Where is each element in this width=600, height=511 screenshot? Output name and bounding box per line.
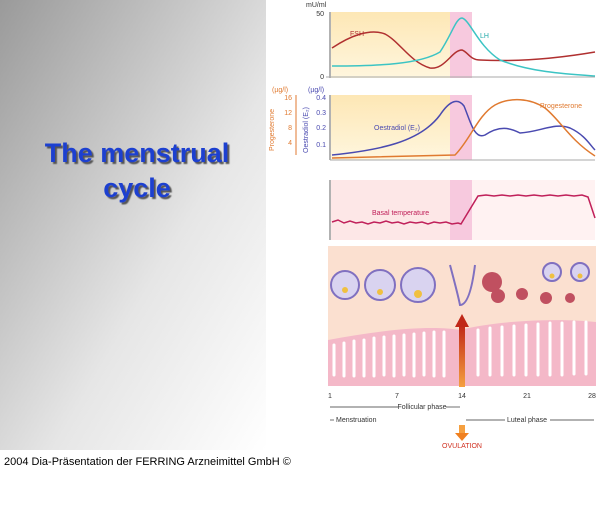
title-line: The menstrual bbox=[45, 138, 230, 168]
tick-label: 4 bbox=[288, 140, 292, 147]
day-label: 1 bbox=[328, 393, 332, 400]
tick-label: 0.1 bbox=[316, 142, 326, 149]
glands bbox=[332, 320, 588, 378]
oestradiol-curve bbox=[331, 100, 596, 156]
steroid-panel: (µg/l) (µg/l) 16 12 8 4 0.4 0.3 0.2 0.1 … bbox=[269, 87, 596, 161]
day-label: 28 bbox=[588, 393, 596, 400]
tick-label: 8 bbox=[288, 125, 292, 132]
phase-label: Luteal phase bbox=[507, 417, 547, 424]
unit: (µg/l) bbox=[272, 87, 288, 94]
tick-label: 0.2 bbox=[316, 125, 326, 132]
temperature-panel: Basal temperature bbox=[329, 180, 596, 240]
oocytes bbox=[342, 273, 583, 298]
progesterone-curve bbox=[331, 99, 596, 159]
hormone-panel: mU/ml 50 0 FSH LH bbox=[306, 2, 596, 81]
panel-bg bbox=[331, 95, 453, 160]
follicles bbox=[330, 262, 590, 307]
ovulation-band bbox=[450, 12, 472, 78]
curve-label: Progesterone bbox=[540, 103, 582, 110]
unit: (µg/l) bbox=[308, 87, 324, 94]
ovulation-band bbox=[450, 95, 472, 160]
curve-label: FSH bbox=[350, 31, 364, 38]
day-label: 14 bbox=[458, 393, 466, 400]
left-panel bbox=[0, 0, 266, 450]
arrow-head bbox=[455, 314, 469, 327]
tick-label: 0.4 bbox=[316, 95, 326, 102]
tick-label: 50 bbox=[316, 11, 324, 18]
title-line: cycle bbox=[103, 173, 171, 203]
phase-label: Menstruation bbox=[336, 417, 377, 424]
corpus-luteum bbox=[482, 272, 575, 304]
temperature-curve bbox=[331, 194, 596, 225]
curve-label: Basal temperature bbox=[372, 210, 429, 217]
tick-label: 0.3 bbox=[316, 110, 326, 117]
phase-label: Follicular phase bbox=[397, 404, 446, 411]
unit: mU/ml bbox=[306, 2, 327, 9]
footer: 2004 Dia-Präsentation der FERRING Arznei… bbox=[4, 456, 291, 468]
ovulation-band bbox=[450, 180, 472, 240]
tick-label: 0 bbox=[320, 74, 324, 81]
axis-label: Progesterone bbox=[269, 109, 276, 151]
panel-bg bbox=[331, 12, 453, 78]
ovulation-marker bbox=[459, 425, 465, 433]
day-label: 21 bbox=[523, 393, 531, 400]
ovulation-label: OVULATION bbox=[442, 443, 482, 450]
lh-curve bbox=[331, 17, 596, 77]
tick-label: 12 bbox=[284, 110, 292, 117]
tick-label: 16 bbox=[284, 95, 292, 102]
ovulation-marker bbox=[455, 433, 469, 441]
title: The menstrual cycle bbox=[45, 138, 230, 203]
ovulation-arrow bbox=[459, 325, 465, 387]
ovary-endometrium-illustration bbox=[328, 246, 596, 387]
axis-label: Oestradiol (E₂) bbox=[303, 107, 310, 153]
day-axis: 1 7 14 21 28 Follicular phase Menstruati… bbox=[328, 393, 596, 450]
curve-label: Oestradiol (E₂) bbox=[374, 125, 420, 132]
day-label: 7 bbox=[395, 393, 399, 400]
curve-label: LH bbox=[480, 33, 489, 40]
fsh-curve bbox=[331, 31, 596, 69]
panel-bg bbox=[331, 180, 451, 240]
